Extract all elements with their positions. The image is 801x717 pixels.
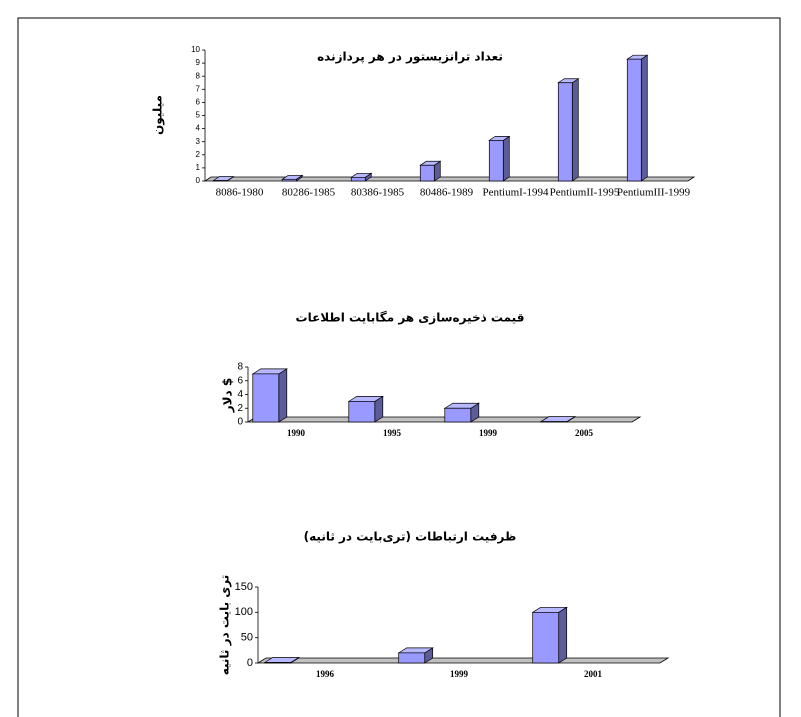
bar xyxy=(281,178,297,182)
bar xyxy=(419,164,435,182)
bar xyxy=(532,611,560,664)
y-tick-label: 8 xyxy=(196,71,201,80)
floor xyxy=(203,176,696,182)
y-axis-label: میلیون xyxy=(151,95,166,135)
chart-title: قیمت ذخیره‌سازی هر مگابایت اطلاعات xyxy=(296,311,525,325)
x-tick-label: PentiumI-1994 xyxy=(483,187,549,199)
bar-side xyxy=(502,135,510,182)
x-tick-label: 2005 xyxy=(575,428,594,438)
bar xyxy=(626,58,642,182)
x-tick-label: 80486-1989 xyxy=(420,187,474,199)
x-tick-label: 2001 xyxy=(584,669,603,679)
bar xyxy=(398,652,426,664)
x-tick-label: 1990 xyxy=(287,428,306,438)
y-tick-label: 6 xyxy=(237,375,243,386)
bar-side xyxy=(558,606,568,664)
bar xyxy=(350,176,366,182)
y-tick-label: 10 xyxy=(191,45,200,54)
frame xyxy=(17,17,781,717)
bar xyxy=(252,373,280,423)
y-tick-label: 50 xyxy=(241,632,253,644)
floor xyxy=(256,657,670,664)
y-tick-label: 3 xyxy=(196,137,201,146)
x-tick-label: 1996 xyxy=(316,669,335,679)
bar xyxy=(444,407,472,423)
y-tick-label: 150 xyxy=(235,581,253,593)
y-tick-label: 0 xyxy=(196,176,201,185)
y-tick-label: 7 xyxy=(196,84,201,93)
y-tick-label: 0 xyxy=(237,417,243,428)
bar-side xyxy=(278,368,288,423)
y-axis-label: تری بایت در ثانیه xyxy=(218,575,232,675)
x-tick-label: 8086-1980 xyxy=(216,187,264,199)
y-tick-label: 4 xyxy=(237,389,243,400)
bar xyxy=(557,82,573,182)
x-tick-label: 80286-1985 xyxy=(282,187,336,199)
y-tick-label: 0 xyxy=(247,657,253,669)
bar xyxy=(488,140,504,182)
y-tick-label: 2 xyxy=(196,150,201,159)
bar xyxy=(348,401,376,423)
x-tick-label: PentiumIII-1999 xyxy=(617,187,691,199)
y-tick-label: 9 xyxy=(196,58,201,67)
y-tick-label: 8 xyxy=(237,362,243,373)
x-tick-label: 1999 xyxy=(479,428,498,438)
y-tick-label: 1 xyxy=(196,163,201,172)
y-tick-label: 2 xyxy=(237,403,243,414)
bar-side xyxy=(640,54,648,182)
y-tick-label: 5 xyxy=(196,111,201,120)
x-tick-label: 80386-1985 xyxy=(351,187,405,199)
x-tick-label: PentiumII-1995 xyxy=(550,187,620,199)
x-tick-label: 1995 xyxy=(383,428,402,438)
y-axis-label: دلار $ xyxy=(221,378,235,414)
floor xyxy=(246,416,642,423)
y-tick-label: 4 xyxy=(196,124,201,133)
y-tick-label: 100 xyxy=(235,606,253,618)
chart-title: تعداد ترانزیستور در هر پردازنده xyxy=(317,50,503,65)
bar-side xyxy=(571,78,579,182)
bar xyxy=(264,662,292,664)
y-tick-label: 6 xyxy=(196,98,201,107)
x-tick-label: 1999 xyxy=(450,669,469,679)
chart-title: ظرفیت ارتباطات (تری‌بایت در ثانیه) xyxy=(304,530,517,544)
